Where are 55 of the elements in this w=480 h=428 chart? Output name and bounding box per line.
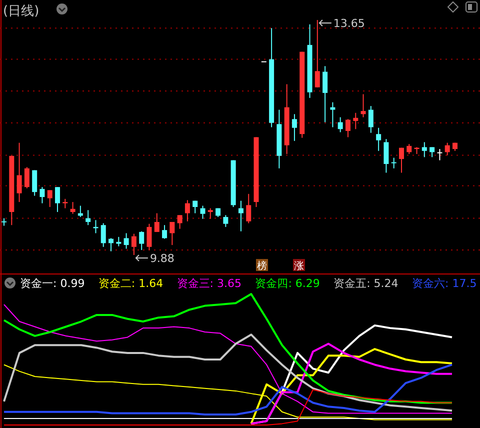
candlestick (24, 166, 30, 189)
candlestick (32, 170, 38, 196)
candlestick (223, 214, 228, 228)
candlestick (322, 66, 328, 123)
candlestick (184, 200, 190, 222)
candlestick (444, 142, 450, 156)
text: 资金五: 5.24 (334, 277, 398, 290)
candlestick (384, 138, 389, 174)
series-label: 资金四: 6.29 (255, 277, 320, 290)
candlestick (406, 144, 412, 155)
candlestick (78, 205, 83, 218)
candlestick (116, 236, 122, 247)
candlestick (353, 112, 358, 130)
candlestick (437, 148, 442, 161)
candlestick (376, 127, 382, 152)
chart-title: (日线) (3, 4, 40, 19)
candlestick (86, 210, 91, 226)
candlestick (422, 142, 427, 158)
text: 资金三: 3.65 (176, 277, 242, 290)
candlestick (146, 223, 152, 251)
candlestick (40, 186, 45, 204)
candlestick (314, 20, 320, 88)
candlestick (208, 208, 213, 220)
text: 资金一: 0.99 (20, 277, 85, 290)
candlestick (162, 224, 168, 240)
candlestick (430, 146, 435, 158)
candlestick (330, 102, 336, 128)
candlestick (368, 106, 374, 134)
candlestick (200, 205, 206, 220)
candlestick (246, 193, 252, 224)
candlestick (292, 114, 297, 142)
candlestick (108, 238, 114, 252)
candlestick (398, 147, 404, 174)
candlestick (139, 230, 144, 251)
annotation: 9.88 (150, 252, 174, 265)
candlestick (345, 118, 350, 138)
candlestick (154, 212, 160, 232)
candlestick (70, 202, 76, 214)
annotation: 13.65 (333, 17, 365, 30)
candlestick (100, 222, 106, 248)
candlestick (238, 200, 244, 232)
candlestick (55, 186, 60, 212)
candlestick (16, 142, 22, 203)
candlestick (131, 233, 136, 256)
candlestick (62, 198, 68, 209)
candlestick (170, 221, 175, 246)
candlestick (391, 157, 396, 169)
candlestick (124, 232, 129, 250)
candlestick (177, 214, 182, 230)
text: 资金二: 1.64 (98, 277, 164, 290)
candlestick (360, 94, 366, 118)
text: 资金六: 17.5 (412, 277, 477, 290)
candlestick (338, 116, 343, 133)
candlestick (47, 190, 52, 208)
candlestick (192, 200, 198, 214)
